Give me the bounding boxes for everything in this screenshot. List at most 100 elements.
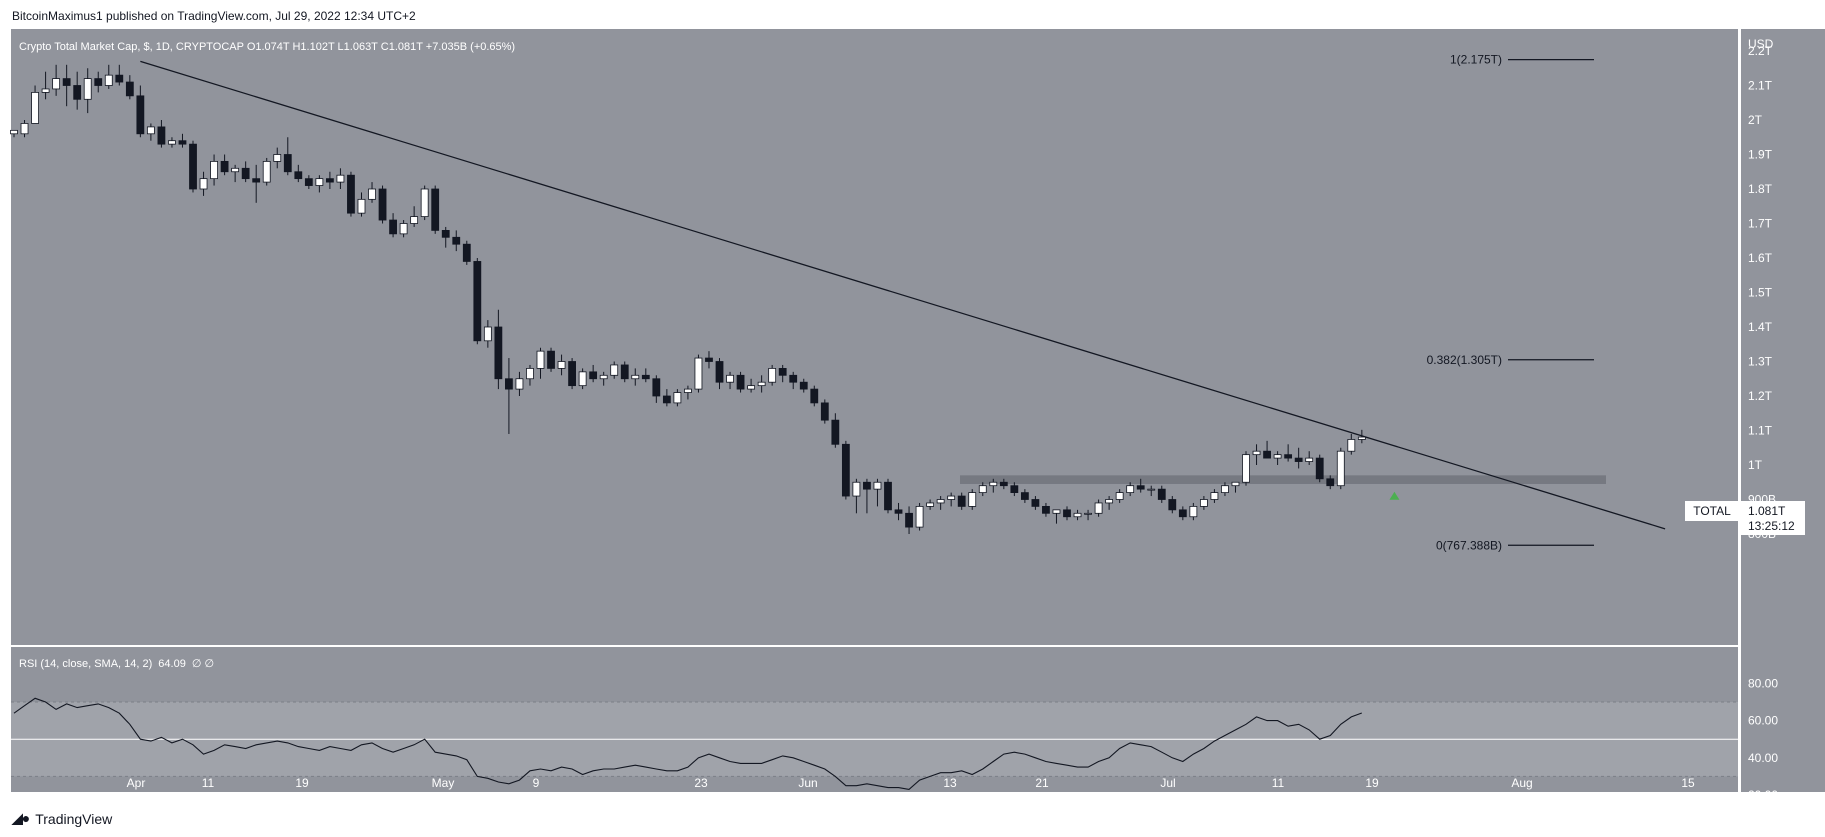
candle [557, 354, 566, 376]
candle [304, 175, 313, 189]
candle-body-up [684, 388, 692, 393]
candle-body-down [662, 395, 671, 404]
candle-body-down [863, 481, 871, 490]
candle-body-up [673, 392, 682, 404]
candle-body-up [210, 160, 218, 180]
candle [641, 368, 650, 383]
candle [1126, 482, 1135, 497]
candle-body-down [452, 236, 461, 245]
candle [589, 364, 598, 383]
price-tick: 1.8T [1748, 182, 1773, 196]
candle [52, 64, 61, 96]
candle-body-down [136, 95, 145, 135]
candle [978, 482, 987, 497]
candle [852, 478, 861, 514]
candle-body-up [1189, 505, 1198, 518]
candle [526, 364, 534, 386]
candle [894, 502, 903, 521]
candle-body-up [10, 129, 18, 135]
publisher-text: BitcoinMaximus1 published on TradingView… [12, 9, 416, 23]
footer-brand[interactable]: ◢● TradingView [12, 810, 112, 827]
candle-body-up [410, 216, 419, 224]
price-tick: 2T [1748, 113, 1763, 127]
candle-body-up [1115, 492, 1124, 500]
price-tick: 1.2T [1748, 389, 1773, 403]
candle-body-down [1178, 509, 1187, 518]
candle-body-up [947, 495, 956, 500]
time-tick: 21 [1035, 776, 1049, 790]
candle-body-down [431, 188, 440, 231]
price-axis-area[interactable] [1741, 29, 1825, 792]
price-tick: 2.1T [1748, 79, 1773, 93]
candle [1284, 444, 1293, 462]
candle [378, 185, 387, 224]
candle [357, 192, 366, 217]
candle [347, 171, 355, 217]
candle [1105, 496, 1114, 510]
time-tick: Apr [127, 776, 146, 790]
rsi-extras: ∅ ∅ [192, 658, 214, 670]
candle [1315, 454, 1324, 483]
candle [684, 385, 692, 400]
candle-body-up [978, 485, 987, 494]
candle [483, 320, 492, 348]
candle-body-up [420, 188, 429, 218]
candle-body-down [94, 78, 103, 86]
candle-body-up [1073, 512, 1082, 518]
currency-label: USD [1748, 37, 1774, 51]
candle-body-down [1294, 457, 1303, 462]
candle [104, 64, 113, 89]
candle-body-down [705, 357, 713, 362]
candle-body-up [1221, 485, 1229, 494]
rsi-line [13, 697, 1362, 790]
bullish-marker [1389, 491, 1400, 500]
time-tick: May [432, 776, 455, 790]
price-tick: 2.2T [1748, 44, 1773, 58]
candle [1199, 496, 1208, 510]
candle-body-up [968, 492, 977, 507]
candle [662, 389, 671, 407]
fib-level-label: 0.382(1.305T) [1427, 353, 1502, 367]
candle-body-down [441, 229, 450, 238]
candle [768, 364, 777, 386]
candle-body-down [389, 219, 397, 235]
candle [789, 371, 798, 390]
candle [473, 258, 482, 345]
candle-body-down [1136, 485, 1145, 490]
rsi-value: 64.09 [158, 658, 186, 670]
time-tick: 11 [1272, 776, 1285, 790]
candle-body-up [199, 178, 208, 190]
candle-body-up [515, 378, 524, 390]
candle-body-down [957, 495, 966, 507]
candle-body-up [1105, 499, 1114, 504]
candle [726, 371, 734, 390]
candle-body-down [1284, 454, 1293, 459]
candle [125, 75, 134, 100]
candle-body-down [252, 178, 261, 183]
candle [568, 358, 576, 390]
candle-body-up [104, 74, 113, 86]
candle [241, 161, 250, 183]
candle [1042, 502, 1050, 517]
candle-body-up [336, 174, 345, 183]
rsi-label: RSI (14, close, SMA, 14, 2) [19, 658, 152, 670]
candle-body-up [610, 364, 619, 376]
candle-body-up [694, 357, 703, 390]
candle [736, 371, 745, 393]
candle-body-down [241, 167, 250, 180]
candle [1115, 489, 1124, 503]
candle [210, 154, 218, 186]
candle [757, 375, 766, 393]
candle [283, 137, 292, 176]
candle-body-down [1168, 499, 1177, 511]
candle [462, 240, 471, 265]
candle-body-down [841, 443, 850, 497]
candle-body-up [52, 78, 61, 90]
candle-body-up [1147, 488, 1156, 491]
candle [799, 378, 808, 393]
candle [1168, 496, 1177, 514]
candle-body-up [1231, 481, 1240, 487]
candle [778, 364, 787, 383]
candle-body-up [83, 78, 92, 100]
